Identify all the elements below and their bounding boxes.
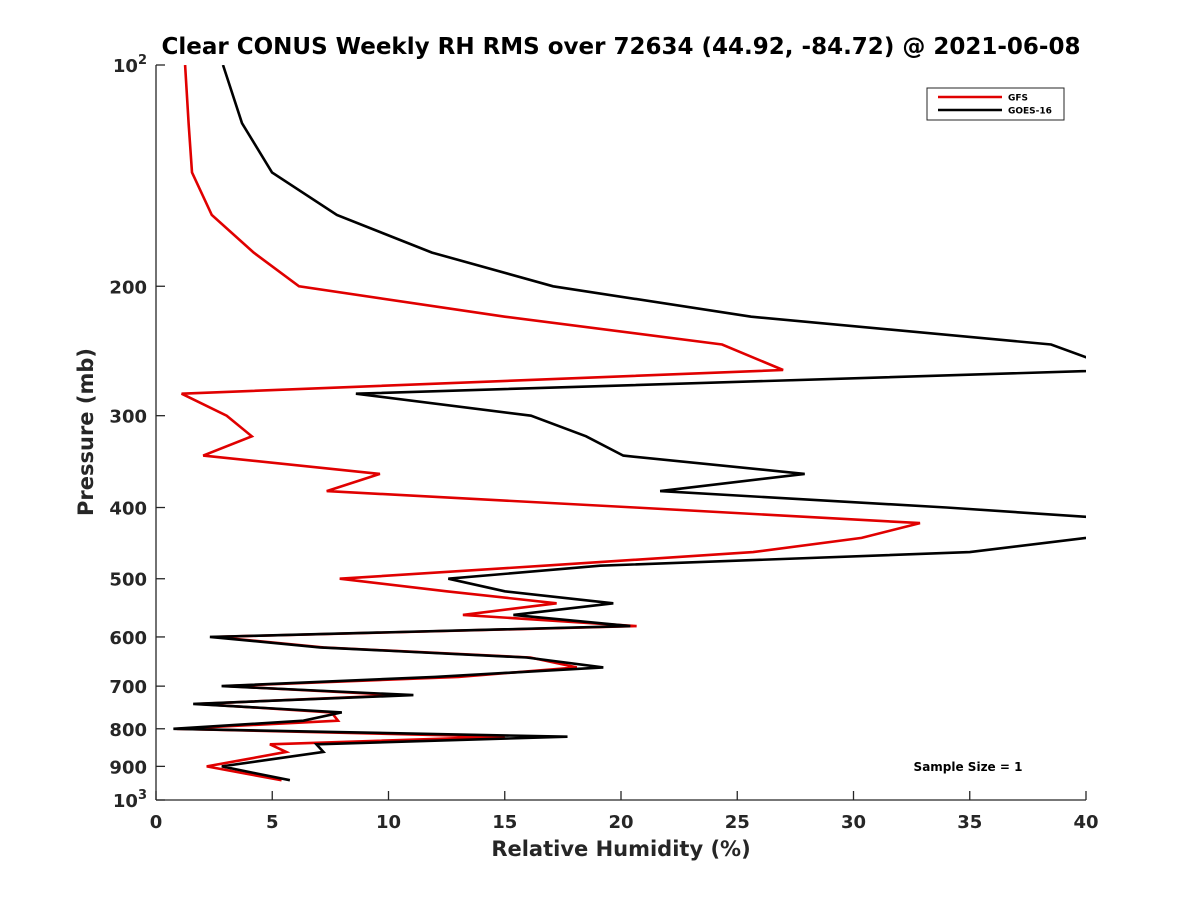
y-axis-label: Pressure (mb) xyxy=(74,348,98,516)
y-tick-label: 400 xyxy=(109,499,147,520)
y-tick-label: 103 xyxy=(113,788,147,812)
y-tick-label: 700 xyxy=(109,677,147,698)
y-tick-label: 300 xyxy=(109,407,147,428)
y-tick-label: 200 xyxy=(109,277,147,298)
x-tick-label: 10 xyxy=(376,812,401,833)
series-line-goes16 xyxy=(173,65,1086,782)
legend: GFS GOES-16 xyxy=(926,87,1065,121)
legend-box xyxy=(926,87,1065,121)
y-tick-label: 800 xyxy=(109,720,147,741)
y-tick-label: 500 xyxy=(109,570,147,591)
x-tick-label: 25 xyxy=(725,812,750,833)
chart-title: Clear CONUS Weekly RH RMS over 72634 (44… xyxy=(162,34,1081,60)
x-tick-label: 40 xyxy=(1073,812,1098,833)
legend-label-goes16: GOES-16 xyxy=(1008,107,1052,117)
x-tick-label: 30 xyxy=(841,812,866,833)
y-tick-label: 900 xyxy=(109,757,147,778)
y-tick-label: 102 xyxy=(113,53,147,77)
x-ticks: 0 5 10 15 20 25 30 35 40 xyxy=(150,791,1099,833)
x-tick-label: 5 xyxy=(266,812,279,833)
x-tick-label: 20 xyxy=(608,812,633,833)
x-axis-label: Relative Humidity (%) xyxy=(491,837,750,861)
legend-label-gfs: GFS xyxy=(1008,94,1028,104)
y-ticks: 102 200 300 400 500 600 700 800 900 103 xyxy=(109,53,165,812)
x-tick-label: 15 xyxy=(492,812,517,833)
series-layer xyxy=(173,65,1086,782)
x-tick-label: 0 xyxy=(150,812,163,833)
x-tick-label: 35 xyxy=(957,812,982,833)
y-tick-label: 600 xyxy=(109,628,147,649)
sample-size-annotation: Sample Size = 1 xyxy=(914,760,1023,774)
